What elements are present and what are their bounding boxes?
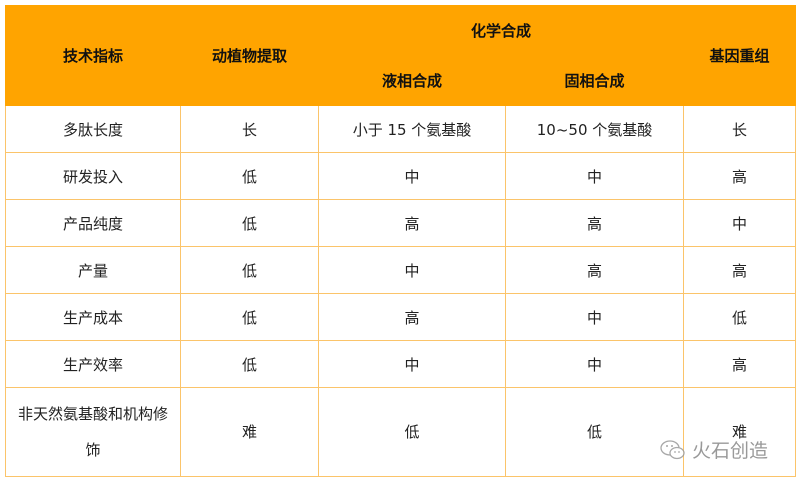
table-cell: 中 xyxy=(683,199,797,247)
header-recombinant: 基因重组 xyxy=(683,5,797,106)
table-cell: 生产效率 xyxy=(5,340,181,388)
header-indicator: 技术指标 xyxy=(5,5,181,106)
table-cell: 10~50 个氨基酸 xyxy=(504,105,685,153)
comparison-table: 技术指标 动植物提取 化学合成 基因重组 液相合成 固相合成 多肽长度长小于 1… xyxy=(5,5,797,477)
header-solid: 固相合成 xyxy=(504,54,685,106)
table-cell: 高 xyxy=(318,199,506,247)
table-cell: 高 xyxy=(683,152,797,200)
table-cell: 多肽长度 xyxy=(5,105,181,153)
table-cell: 低 xyxy=(504,387,685,477)
table-cell: 高 xyxy=(683,340,797,388)
watermark: 火石创造 xyxy=(660,436,768,463)
table-cell: 中 xyxy=(318,340,506,388)
table-cell: 难 xyxy=(683,387,797,477)
table-row: 多肽长度长小于 15 个氨基酸 10~50 个氨基酸长 xyxy=(5,105,797,153)
table-cell: 中 xyxy=(504,293,685,341)
header-extraction: 动植物提取 xyxy=(180,5,319,106)
table-cell: 高 xyxy=(318,293,506,341)
table-cell: 长 xyxy=(180,105,319,153)
table-cell: 高 xyxy=(683,246,797,294)
table-cell: 研发投入 xyxy=(5,152,181,200)
table-row: 产量低中高高 xyxy=(5,246,797,294)
table-cell: 难 xyxy=(180,387,319,477)
table-cell: 低 xyxy=(180,340,319,388)
table-cell: 中 xyxy=(504,152,685,200)
table-cell: 小于 15 个氨基酸 xyxy=(318,105,506,153)
table-cell: 高 xyxy=(504,246,685,294)
table-cell: 中 xyxy=(318,152,506,200)
table-cell: 非天然氨基酸和机构修饰 xyxy=(5,387,181,477)
table-cell: 中 xyxy=(504,340,685,388)
header-liquid: 液相合成 xyxy=(318,54,506,106)
table-cell: 低 xyxy=(683,293,797,341)
table-cell: 高 xyxy=(504,199,685,247)
table-cell: 产品纯度 xyxy=(5,199,181,247)
table-cell: 生产成本 xyxy=(5,293,181,341)
table-cell: 长 xyxy=(683,105,797,153)
table-cell: 低 xyxy=(180,152,319,200)
table-row: 生产效率低中中高 xyxy=(5,340,797,388)
table-row: 产品纯度低高高中 xyxy=(5,199,797,247)
table-row: 生产成本低高中低 xyxy=(5,293,797,341)
table-row: 非天然氨基酸和机构修饰难低低难 xyxy=(5,387,797,477)
wechat-icon xyxy=(660,439,685,459)
table-cell: 产量 xyxy=(5,246,181,294)
table-cell: 低 xyxy=(180,246,319,294)
table-row: 研发投入低中中高 xyxy=(5,152,797,200)
table-cell: 低 xyxy=(180,293,319,341)
header-chemical: 化学合成 xyxy=(317,5,685,55)
table-cell: 低 xyxy=(318,387,506,477)
table-cell: 低 xyxy=(180,199,319,247)
table-cell: 中 xyxy=(318,246,506,294)
watermark-text: 火石创造 xyxy=(692,440,769,462)
